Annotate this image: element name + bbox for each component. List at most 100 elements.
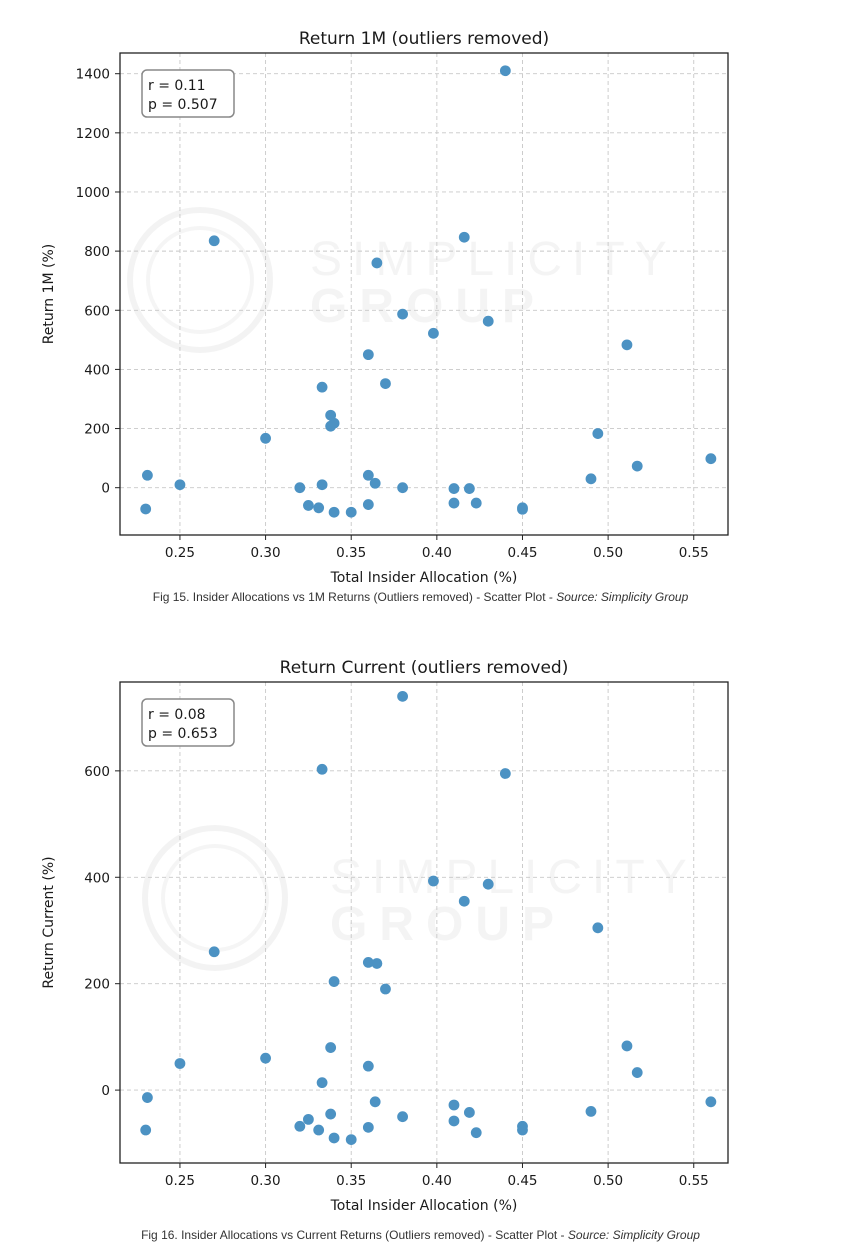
watermark-logo: SIMPLICITY GROUP xyxy=(127,207,667,353)
data-point xyxy=(585,473,597,485)
data-point xyxy=(371,257,383,269)
x-axis: 0.25 0.30 0.35 0.40 0.45 0.50 0.55 xyxy=(165,535,709,561)
data-point xyxy=(448,483,460,494)
data-point xyxy=(325,1042,337,1053)
data-point xyxy=(397,690,408,702)
chart-title: Return 1M (outliers removed) xyxy=(299,29,549,49)
x-tick-label: 0.50 xyxy=(593,1173,623,1189)
data-point xyxy=(369,477,381,489)
data-point xyxy=(463,1107,475,1118)
data-point xyxy=(325,1108,337,1120)
data-point xyxy=(517,503,528,515)
data-point xyxy=(463,483,475,494)
watermark-logo: SIMPLICITY GROUP xyxy=(142,825,687,971)
x-tick-label: 0.55 xyxy=(679,1173,709,1189)
y-axis: 0 200 400 600 800 1000 1200 1400 xyxy=(76,67,120,497)
data-point xyxy=(380,983,391,995)
data-point xyxy=(458,231,470,243)
y-tick-label: 400 xyxy=(84,362,110,378)
data-point xyxy=(621,1040,633,1052)
stats-box-frame xyxy=(141,698,235,747)
data-point xyxy=(428,875,439,887)
data-point xyxy=(208,946,220,958)
data-point xyxy=(345,506,357,518)
data-points xyxy=(140,690,717,1145)
stats-box: r = 0.08 p = 0.653 xyxy=(141,698,235,747)
data-point xyxy=(294,1120,306,1132)
caption-text: Fig 15. Insider Allocations vs 1M Return… xyxy=(152,590,557,604)
x-tick-label: 0.40 xyxy=(422,1173,452,1189)
data-point xyxy=(482,878,494,890)
y-tick-label: 200 xyxy=(84,422,110,438)
svg-text:GROUP: GROUP xyxy=(330,898,566,951)
data-point xyxy=(140,1124,152,1136)
data-point xyxy=(470,1127,482,1139)
x-axis-label: Total Insider Allocation (%) xyxy=(330,570,518,586)
y-tick-label: 1000 xyxy=(76,185,110,201)
x-tick-label: 0.45 xyxy=(507,1173,537,1189)
data-point xyxy=(316,1077,328,1089)
x-tick-label: 0.50 xyxy=(593,545,623,561)
data-point xyxy=(313,1124,325,1136)
data-point xyxy=(397,308,408,320)
data-point xyxy=(362,957,374,968)
data-point xyxy=(328,417,340,429)
data-point xyxy=(397,482,408,494)
grid-lines xyxy=(120,682,728,1163)
y-tick-label: 0 xyxy=(101,1083,110,1099)
y-axis-label: Return Current (%) xyxy=(41,856,57,988)
stats-r: r = 0.08 xyxy=(148,707,206,723)
x-axis: 0.25 0.30 0.35 0.40 0.45 0.50 0.55 xyxy=(165,1163,709,1189)
data-point xyxy=(499,768,511,779)
data-point xyxy=(345,1134,357,1145)
data-point xyxy=(260,432,271,444)
caption-source: Source: Simplicity Group xyxy=(556,590,689,604)
data-point xyxy=(369,1096,381,1108)
stats-box: r = 0.11 p = 0.507 xyxy=(141,69,235,118)
data-point xyxy=(328,506,340,518)
data-point xyxy=(585,1105,597,1117)
data-point xyxy=(316,763,328,775)
data-point xyxy=(316,381,328,393)
y-tick-label: 200 xyxy=(84,977,110,993)
data-point xyxy=(328,976,340,987)
data-point xyxy=(499,65,511,77)
caption-text: Fig 16. Insider Allocations vs Current R… xyxy=(141,1228,568,1242)
data-point xyxy=(362,1121,374,1133)
scatter-chart-return-current: SIMPLICITY GROUP 0.25 0.30 0.35 0.40 0.45 0.5… xyxy=(41,658,729,1214)
data-point xyxy=(294,482,306,494)
data-point xyxy=(397,1111,408,1123)
data-point xyxy=(362,499,374,510)
y-tick-label: 600 xyxy=(84,303,110,319)
y-tick-label: 600 xyxy=(84,764,110,780)
figure-caption-16: Fig 16. Insider Allocations vs Current R… xyxy=(0,1228,841,1242)
y-tick-label: 1200 xyxy=(76,126,110,142)
y-axis: 0 200 400 600 xyxy=(84,764,120,1099)
data-point xyxy=(380,378,391,389)
data-point xyxy=(448,497,460,509)
plot-frame xyxy=(119,52,729,536)
data-point xyxy=(705,453,717,465)
y-tick-label: 800 xyxy=(84,244,110,260)
data-point xyxy=(302,1113,314,1125)
data-point xyxy=(328,1132,340,1144)
data-point xyxy=(448,1115,460,1127)
data-point xyxy=(470,497,482,509)
data-point xyxy=(174,479,186,491)
svg-text:GROUP: GROUP xyxy=(310,280,546,333)
stats-p: p = 0.507 xyxy=(148,97,218,113)
x-tick-label: 0.30 xyxy=(251,1173,281,1189)
stats-box-frame xyxy=(141,69,235,118)
data-point xyxy=(302,500,314,511)
stats-p: p = 0.653 xyxy=(148,726,218,742)
data-point xyxy=(362,1060,374,1072)
data-point xyxy=(362,469,374,481)
data-point xyxy=(592,922,604,934)
data-point xyxy=(313,502,325,514)
x-axis-label: Total Insider Allocation (%) xyxy=(330,1198,518,1214)
data-point xyxy=(458,895,470,907)
x-tick-label: 0.40 xyxy=(422,545,452,561)
figure-caption-15: Fig 15. Insider Allocations vs 1M Return… xyxy=(0,590,841,604)
y-tick-label: 400 xyxy=(84,870,110,886)
data-point xyxy=(371,958,383,969)
